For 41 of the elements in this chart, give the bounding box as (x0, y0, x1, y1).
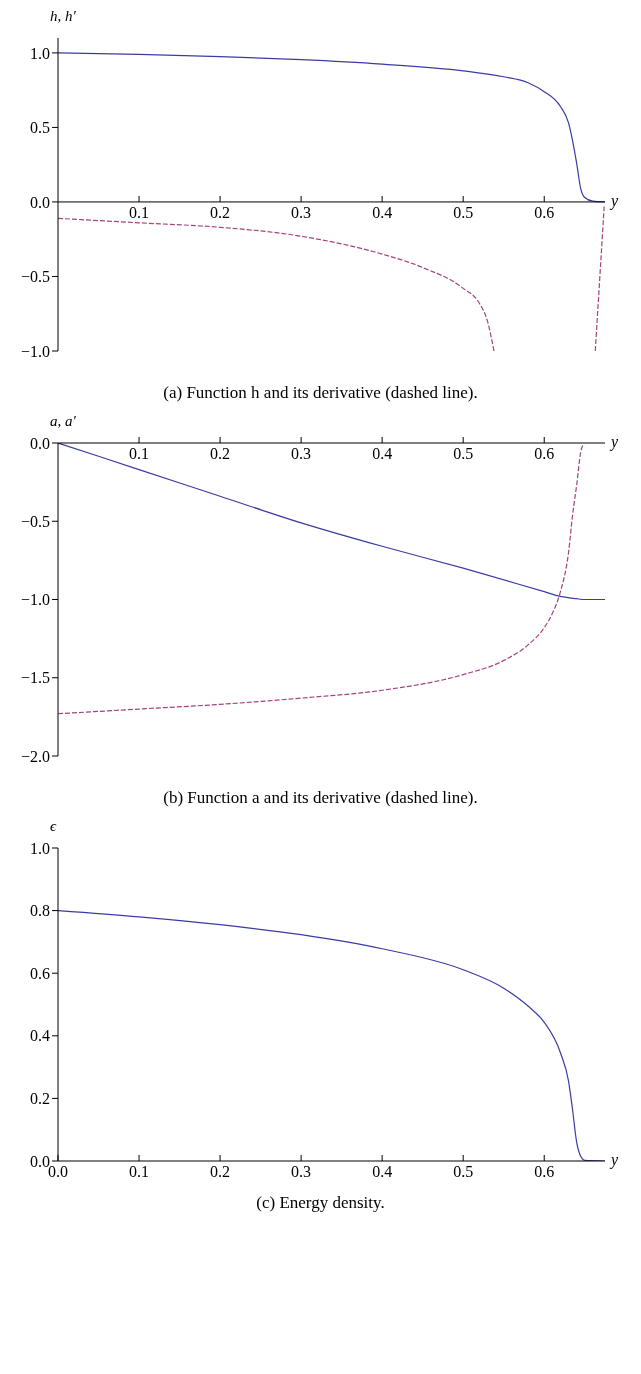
x-tick-label: 0.3 (291, 1163, 312, 1180)
y-tick-label: 1.0 (30, 44, 50, 62)
y-tick-label: 0.5 (30, 119, 50, 137)
y-tick-label: −0.5 (20, 512, 50, 530)
x-axis-title: y (611, 433, 619, 451)
x-tick-label: 0.5 (453, 445, 474, 462)
y-tick-label: −2.0 (20, 747, 50, 765)
x-tick-label: 0.3 (291, 445, 312, 462)
text: (c) Energy density. (255, 1193, 386, 1213)
line-series (58, 443, 584, 715)
text: (b) Function a and its derivative (dashed line). (162, 788, 479, 808)
y-tick-label: −1.0 (20, 342, 50, 360)
y-axis-title: a, a' (49, 413, 77, 431)
x-tick-label: 0.5 (453, 203, 474, 221)
y-tick-label: −1.5 (20, 669, 50, 687)
x-axis-title: y (611, 1151, 619, 1169)
x-tick-label: 0.6 (534, 1163, 555, 1180)
y-axis-title: h, h′ (49, 8, 77, 26)
x-tick-label: 0.3 (291, 203, 312, 221)
y-axis-title: ϵ (49, 818, 58, 836)
y-tick-label: 0.2 (30, 1090, 50, 1108)
y-tick-label: 0.4 (30, 1027, 50, 1045)
text: (a) Function h and its derivative (dashed line). (162, 383, 479, 403)
x-tick-label: 0.6 (534, 445, 555, 462)
x-tick-label: 0.6 (534, 203, 555, 221)
x-axis-title: y (611, 191, 619, 210)
x-tick-label: 0.2 (210, 445, 231, 462)
x-tick-label: 0.5 (453, 1163, 474, 1180)
x-tick-label: 0.1 (129, 1163, 150, 1180)
x-tick-label: 0.1 (129, 445, 150, 462)
y-tick-label: 0.6 (30, 964, 50, 982)
x-tick-label: 0.4 (372, 1163, 393, 1180)
y-tick-label: −1.0 (20, 591, 50, 609)
x-tick-label: 0.4 (372, 445, 393, 462)
y-tick-label: 1.0 (30, 839, 50, 857)
x-tick-label: 0.2 (210, 1163, 231, 1180)
y-tick-label: −0.5 (20, 268, 50, 286)
y-tick-label: 0.8 (30, 902, 50, 920)
x-tick-label: 0.2 (210, 203, 231, 221)
x-tick-label: 0.1 (129, 203, 150, 221)
x-tick-label: 0.4 (372, 203, 393, 221)
